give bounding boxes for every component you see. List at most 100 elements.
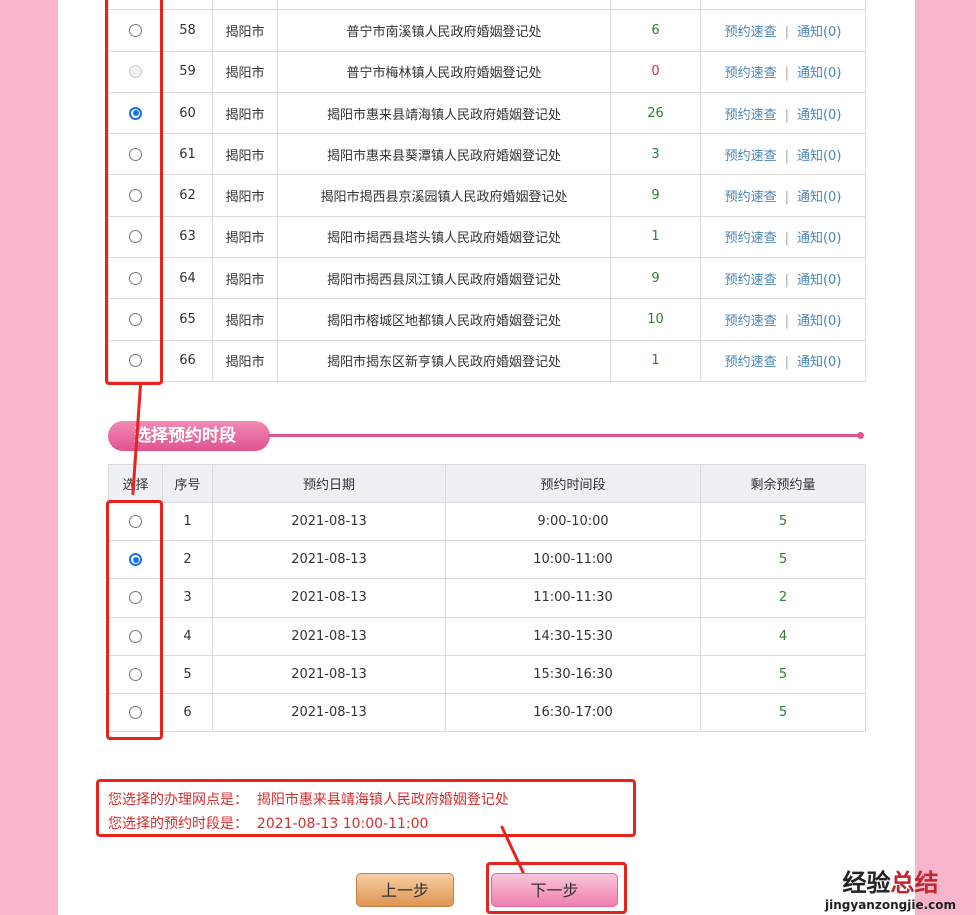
select-radio[interactable] [129,23,142,37]
notice-link[interactable]: 通知(0) [796,24,842,40]
select-radio[interactable] [129,354,142,368]
office-city: 揭阳市 [212,9,278,52]
next-step-button[interactable]: 下一步 [491,873,618,907]
slot-no: 6 [162,692,213,733]
annotation-box-next [486,862,627,914]
select-radio[interactable] [129,553,142,567]
office-count: 26 [610,91,701,135]
slot-row: 5 2021-08-13 15:30-16:30 5 [108,654,866,694]
office-no: 66 [162,339,213,382]
office-value: 揭阳市惠来县靖海镇人民政府婚姻登记处 [256,792,509,808]
office-count: 0 [610,50,701,93]
notice-link[interactable]: 通知(0) [796,190,842,206]
select-radio[interactable] [129,515,142,529]
slot-remaining: 2 [700,578,866,618]
section-divider [268,434,860,437]
link-separator: | [784,190,789,206]
section-title: 选择预约时段 [108,421,270,451]
office-count: 1 [610,215,701,259]
slot-value: 2021-08-13 10:00-11:00 [256,816,429,832]
slot-remaining: 5 [700,692,866,733]
notice-link[interactable]: 通知(0) [796,66,842,82]
office-city: 揭阳市 [212,339,278,382]
quick-check-link[interactable]: 预约速查 [724,190,777,206]
slot-time: 14:30-15:30 [445,616,701,656]
slot-no: 2 [162,540,213,580]
slot-row: 2 2021-08-13 10:00-11:00 5 [108,540,866,580]
office-count: 9 [610,257,701,300]
notice-link[interactable]: 通知(0) [796,272,842,288]
office-row [108,0,866,11]
slot-date: 2021-08-13 [212,616,446,656]
slot-no: 3 [162,578,213,618]
quick-check-link[interactable]: 预约速查 [724,272,777,288]
section-divider-dot [857,432,864,439]
office-no: 58 [162,9,213,52]
select-radio[interactable] [129,230,142,244]
select-radio[interactable] [129,106,142,120]
slot-remaining: 4 [700,616,866,656]
notice-link[interactable]: 通知(0) [796,355,842,371]
select-radio[interactable] [129,667,142,681]
quick-check-link[interactable]: 预约速查 [724,314,777,330]
quick-check-link[interactable]: 预约速查 [724,24,777,40]
slot-table-header: 选择 序号 预约日期 预约时间段 剩余预约量 [108,464,866,503]
slot-no: 1 [162,501,213,542]
select-radio[interactable] [129,706,142,720]
quick-check-link[interactable]: 预约速查 [724,66,777,82]
link-separator: | [784,314,789,330]
header-no: 序号 [162,464,213,503]
select-radio[interactable] [129,313,142,327]
quick-check-link[interactable]: 预约速查 [724,355,777,371]
slot-time: 9:00-10:00 [445,501,701,542]
office-name: 揭阳市榕城区地都镇人民政府婚姻登记处 [277,298,611,341]
quick-check-link[interactable]: 预约速查 [724,148,777,164]
office-name: 普宁市梅林镇人民政府婚姻登记处 [277,50,611,93]
link-separator: | [784,107,789,123]
select-radio[interactable] [129,271,142,285]
link-separator: | [784,355,789,371]
slot-row: 4 2021-08-13 14:30-15:30 4 [108,616,866,656]
office-name: 揭阳市揭西县凤江镇人民政府婚姻登记处 [277,257,611,300]
office-row: 65 揭阳市 揭阳市榕城区地都镇人民政府婚姻登记处 10 预约速查 | 通知(0) [108,298,866,341]
office-count: 1 [610,339,701,382]
quick-check-link[interactable]: 预约速查 [724,231,777,247]
slot-table: 选择 序号 预约日期 预约时间段 剩余预约量 1 2021-08-13 9:00… [108,464,866,733]
slot-date: 2021-08-13 [212,501,446,542]
link-separator: | [784,231,789,247]
office-no: 65 [162,298,213,341]
select-radio[interactable] [129,189,142,203]
office-count: 3 [610,133,701,176]
office-name: 揭阳市揭西县京溪园镇人民政府婚姻登记处 [277,174,611,217]
link-separator: | [784,272,789,288]
slot-date: 2021-08-13 [212,540,446,580]
office-row: 58 揭阳市 普宁市南溪镇人民政府婚姻登记处 6 预约速查 | 通知(0) [108,9,866,52]
notice-link[interactable]: 通知(0) [796,231,842,247]
slot-label: 您选择的预约时段是： [108,816,248,832]
office-row: 59 揭阳市 普宁市梅林镇人民政府婚姻登记处 0 预约速查 | 通知(0) [108,50,866,93]
quick-check-link[interactable]: 预约速查 [724,107,777,123]
slot-no: 5 [162,654,213,694]
slot-row: 1 2021-08-13 9:00-10:00 5 [108,501,866,542]
header-date: 预约日期 [212,464,446,503]
office-row: 61 揭阳市 揭阳市惠来县葵潭镇人民政府婚姻登记处 3 预约速查 | 通知(0) [108,133,866,176]
office-no: 62 [162,174,213,217]
office-count: 10 [610,298,701,341]
slot-time: 10:00-11:00 [445,540,701,580]
notice-link[interactable]: 通知(0) [796,314,842,330]
slot-time: 15:30-16:30 [445,654,701,694]
annotation-box-office-radios [105,0,163,385]
office-city: 揭阳市 [212,133,278,176]
select-radio[interactable] [129,629,142,643]
slot-date: 2021-08-13 [212,654,446,694]
watermark-logo: 经验总结 jingyanzongjie.com [825,869,956,912]
select-radio[interactable] [129,147,142,161]
notice-link[interactable]: 通知(0) [796,107,842,123]
office-no: 60 [162,91,213,135]
office-label: 您选择的办理网点是： [108,792,248,808]
select-radio[interactable] [129,591,142,605]
slot-row: 6 2021-08-13 16:30-17:00 5 [108,692,866,733]
prev-step-button[interactable]: 上一步 [356,873,454,907]
office-name: 揭阳市惠来县葵潭镇人民政府婚姻登记处 [277,133,611,176]
notice-link[interactable]: 通知(0) [796,148,842,164]
